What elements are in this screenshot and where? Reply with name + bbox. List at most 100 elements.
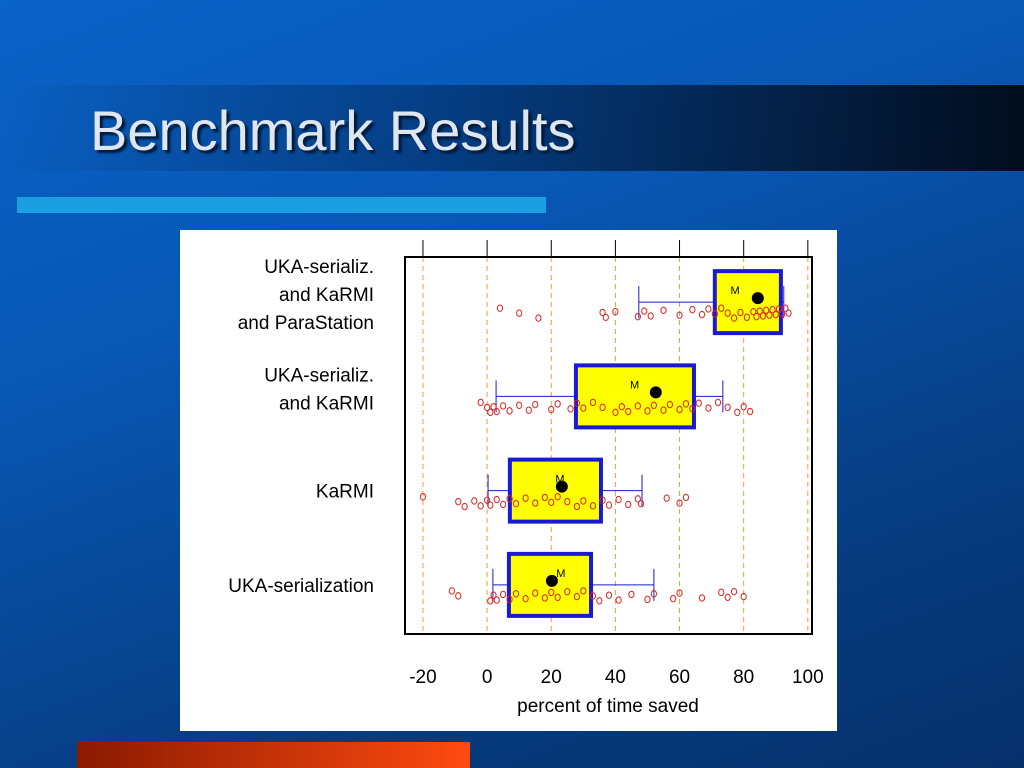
data-point [605,591,613,599]
accent-bar [77,742,470,768]
data-point [676,589,683,597]
data-point [750,308,757,316]
data-point [650,401,657,409]
data-point [682,493,690,502]
data-point [532,400,539,409]
data-point [689,305,696,314]
category-label: and KaRMI [279,285,374,306]
chart: percent of time saved -20 0 20 40 60 80 100 UKA… [180,230,837,731]
mean-marker: M [630,379,639,391]
data-point [573,502,581,511]
category-label: UKA-serializ. [264,257,374,278]
data-point [779,310,786,318]
data-point [512,590,520,598]
data-point [730,587,738,596]
data-point [740,402,747,411]
data-point [711,310,718,318]
data-point [628,590,635,599]
data-point [625,407,632,416]
data-point [769,305,776,314]
data-point [532,589,539,597]
accent-bar [17,197,546,213]
data-point [554,400,561,408]
data-point [512,500,520,508]
data-point [650,590,657,598]
title-band [0,85,1024,171]
data-point [548,498,555,507]
data-point [448,587,455,595]
data-point [522,494,529,502]
data-point [737,308,744,317]
x-axis-label: percent of time saved [517,696,699,717]
data-point [554,493,561,501]
data-point [455,497,462,506]
data-point [487,597,494,605]
data-point [548,588,555,597]
data-point [695,399,702,407]
data-point [599,403,606,412]
box [507,457,603,524]
x-tick-label: 60 [669,667,690,688]
data-point [676,311,683,319]
data-point [698,310,706,319]
data-point [660,306,667,315]
data-point [573,592,581,601]
data-point [455,592,462,600]
mean-marker: M [556,568,565,580]
data-point [747,407,754,416]
data-point [766,311,773,319]
data-point [419,493,427,501]
data-point [634,495,641,503]
data-point [740,592,747,601]
data-point [471,497,478,505]
data-point [637,500,645,508]
data-point [663,494,670,502]
x-tick-label: -20 [409,667,436,688]
data-point [775,305,783,313]
data-point [548,405,555,414]
data-point [496,304,504,312]
data-point [589,398,597,407]
data-point [506,495,513,503]
data-point [753,312,760,321]
data-point [612,408,619,416]
category-label: and KaRMI [279,393,374,414]
data-point [718,304,725,312]
data-point [484,496,491,504]
category-label: KaRMI [316,482,374,503]
data-point [644,407,651,415]
x-tick-label: 20 [541,667,562,688]
mean-marker: M [555,474,564,486]
data-point [689,405,696,413]
x-tick-label: 100 [792,667,824,688]
data-point [589,592,597,600]
data-point [759,312,767,320]
data-point [506,595,513,604]
mean-marker: M [730,285,739,297]
data-point [580,497,587,505]
data-point [785,309,792,317]
data-point [500,590,507,599]
data-point [714,398,722,407]
data-point [596,597,603,605]
data-point [772,310,779,319]
data-point [682,400,690,408]
data-point [477,502,484,510]
slide-title: Benchmark Results [90,99,576,162]
data-point [516,401,523,409]
data-point [634,402,641,410]
data-point [660,406,667,414]
x-tick-label: 80 [733,667,754,688]
data-point [493,596,500,604]
data-point [730,314,738,322]
data-point [705,305,712,313]
data-point [625,500,632,509]
data-point [554,593,561,601]
data-point [599,496,606,504]
data-point [634,312,641,321]
data-point [734,408,741,416]
data-point [573,399,581,407]
median-marker [751,292,764,305]
data-point [605,501,613,509]
